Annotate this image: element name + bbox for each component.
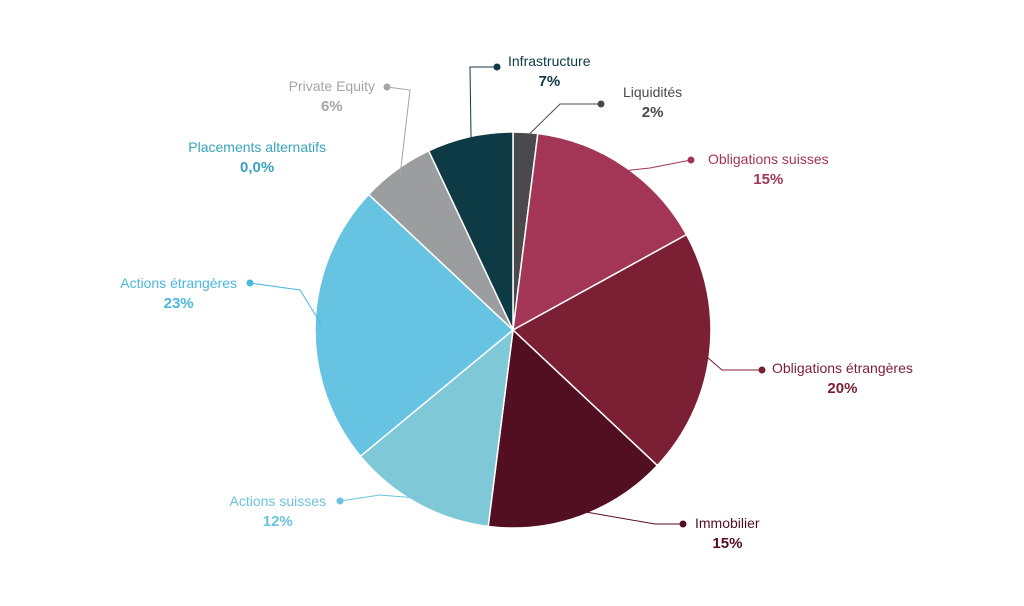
leader-dot-private-equity [383,83,391,91]
label-value-actions-suisses: 12% [263,513,293,530]
leader-actions-etrangeres [249,282,322,325]
label-name-obligations-suisses: Obligations suisses [708,151,829,167]
label-name-immobilier: Immobilier [695,515,760,531]
label-value-liquidites: 2% [642,104,664,121]
slice-actions-suisses [359,328,514,528]
leader-dot-obligations-etrangeres [758,366,766,374]
leader-obligations-suisses [620,159,692,172]
leader-lines [246,63,766,528]
slice-obligations-etrangeres [511,233,712,467]
label-value-infrastructure: 7% [539,73,561,90]
label-value-placements-alternatifs: 0,0% [240,159,274,176]
label-value-private-equity: 6% [321,98,343,115]
slice-immobilier [487,328,659,529]
slice-labels: Liquidités 2% Obligations suisses 15% Obliga… [120,53,913,552]
label-name-actions-suisses: Actions suisses [230,493,326,509]
label-name-private-equity: Private Equity [289,78,375,94]
slice-actions-etrangeres [314,193,515,458]
pie-slices [314,131,712,529]
leader-dot-liquidites [597,100,605,108]
leader-liquidites [524,103,601,139]
leader-obligations-etrangeres [703,353,762,371]
label-value-immobilier: 15% [712,535,742,552]
label-name-placements-alternatifs: Placements alternatifs [188,139,326,155]
label-value-obligations-etrangeres: 20% [827,380,857,397]
slice-infrastructure [427,131,514,331]
label-name-actions-etrangeres: Actions étrangères [120,275,237,291]
label-value-actions-etrangeres: 23% [164,295,194,312]
leader-immobilier [577,510,683,525]
leader-dot-actions-etrangeres [246,279,254,287]
slice-obligations-suisses [512,132,688,332]
leader-dot-immobilier [679,520,687,528]
leader-actions-suisses [339,494,421,502]
leader-dot-actions-suisses [336,497,344,505]
leader-dot-infrastructure [493,63,501,71]
leader-infrastructure [469,66,497,143]
leader-private-equity [386,86,411,175]
label-name-liquidites: Liquidités [623,84,682,100]
label-name-infrastructure: Infrastructure [508,53,591,69]
label-name-obligations-etrangeres: Obligations étrangères [772,360,913,376]
label-value-obligations-suisses: 15% [753,171,783,188]
leader-dot-obligations-suisses [687,156,695,164]
